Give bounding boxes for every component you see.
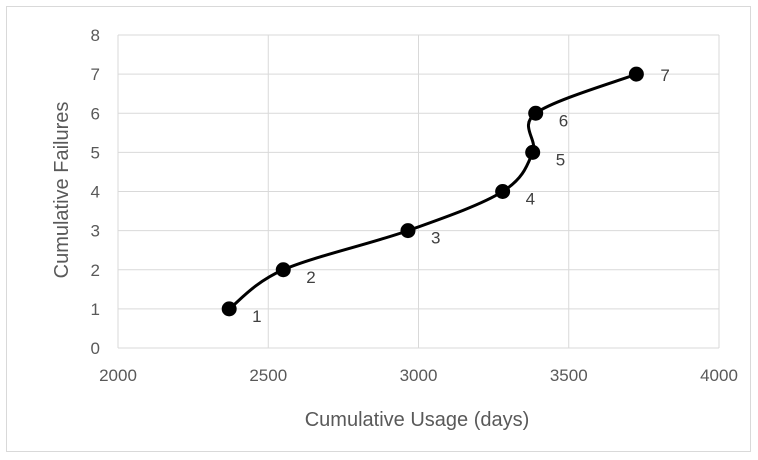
data-point [400,223,416,239]
y-tick-labels: 0 1 2 3 4 5 6 7 8 [91,26,100,358]
data-point-label: 4 [526,190,535,209]
y-tick-label: 7 [91,65,100,84]
x-tick-label: 3000 [400,366,438,385]
y-tick-label: 4 [91,183,100,202]
x-tick-labels: 2000 2500 3000 3500 4000 [99,366,738,385]
data-point [275,262,291,278]
y-tick-label: 5 [91,143,100,162]
data-point-label: 2 [306,268,315,287]
y-tick-label: 3 [91,222,100,241]
data-point-label: 3 [431,229,440,248]
x-tick-label: 3500 [550,366,588,385]
markers [221,66,644,317]
y-axis-title: Cumulative Failures [51,102,73,279]
data-point-label: 6 [559,111,568,130]
y-tick-label: 0 [91,339,100,358]
data-point [628,66,644,82]
x-axis-title: Cumulative Usage (days) [305,409,530,431]
y-tick-label: 6 [91,104,100,123]
point-labels: 1 2 3 4 5 6 7 [252,66,670,326]
grid [117,34,720,349]
data-point-label: 7 [660,66,669,85]
data-point [525,144,541,160]
y-tick-label: 1 [91,300,100,319]
y-tick-label: 2 [91,261,100,280]
data-point [221,301,237,317]
x-tick-label: 4000 [700,366,738,385]
x-tick-label: 2500 [249,366,287,385]
y-tick-label: 8 [91,26,100,45]
data-point-label: 1 [252,307,261,326]
data-point [528,105,544,121]
data-point-label: 5 [556,150,565,169]
data-point [495,184,511,199]
chart-frame [6,6,751,452]
x-tick-label: 2000 [99,366,137,385]
